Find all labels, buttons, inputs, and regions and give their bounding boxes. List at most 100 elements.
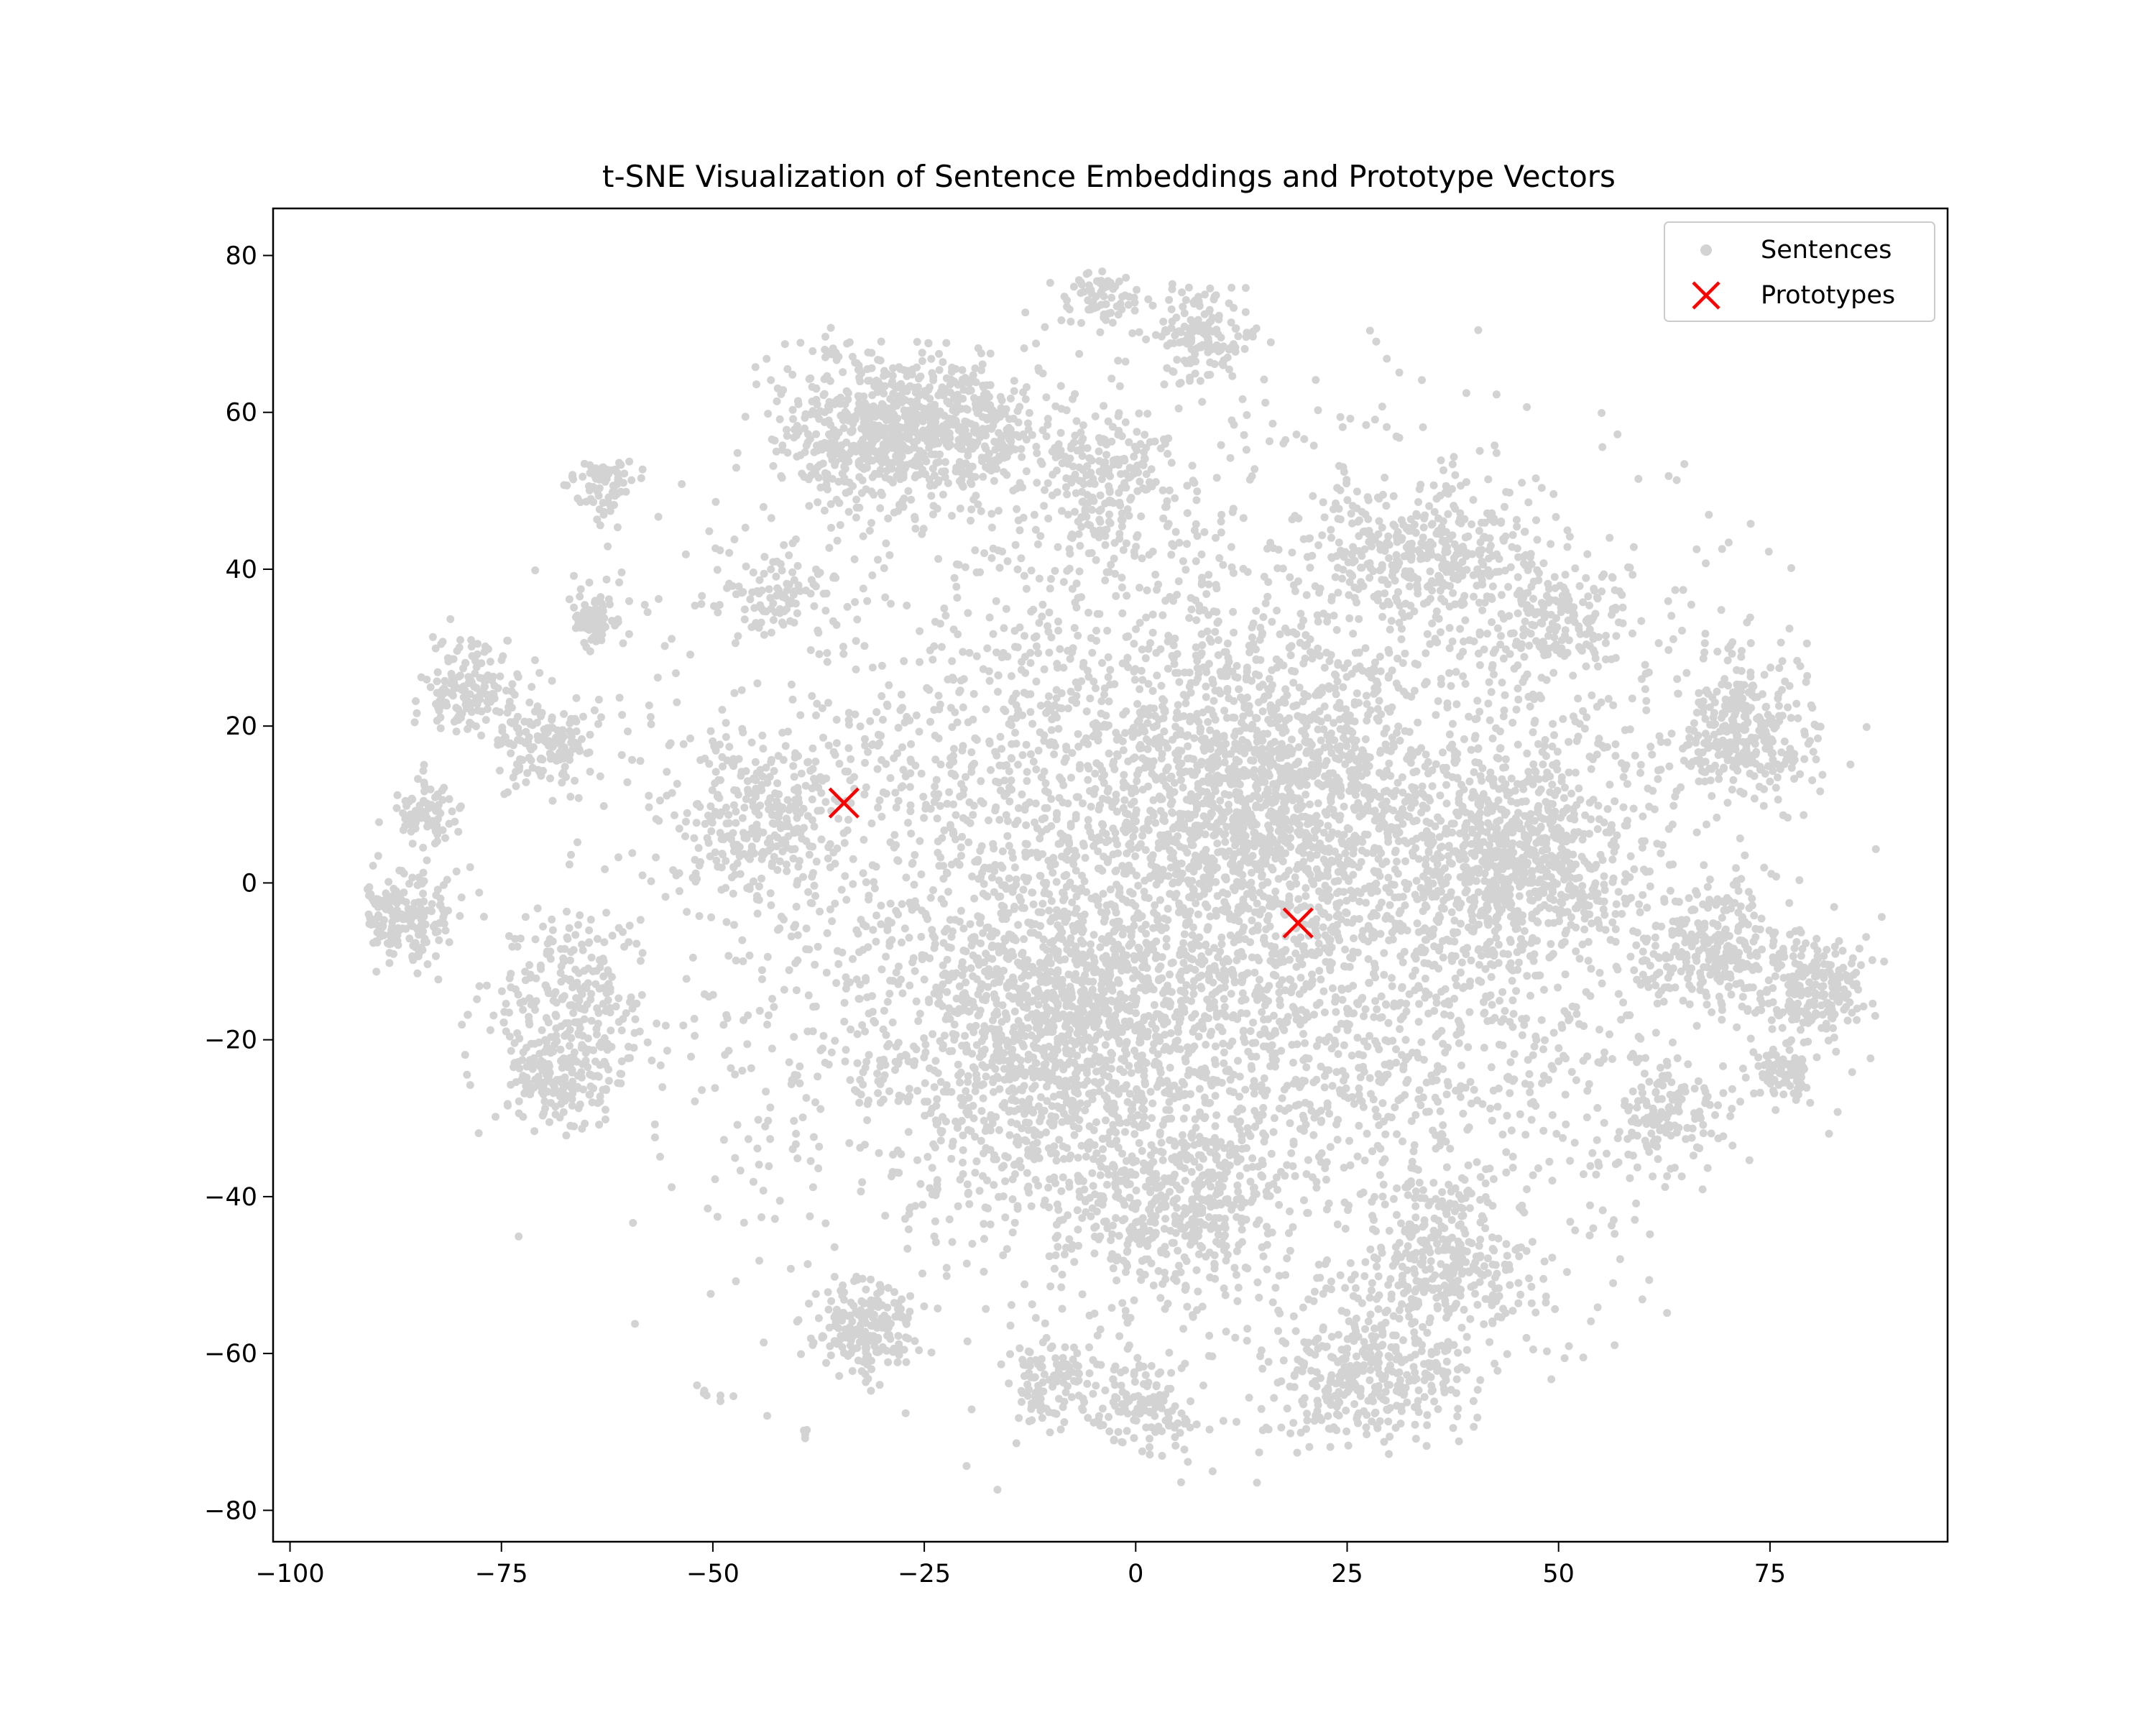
sentence-point [1848, 1068, 1856, 1077]
sentence-point [1645, 1276, 1654, 1284]
sentence-point [982, 1072, 990, 1081]
sentence-point [1091, 769, 1100, 778]
sentence-point [1131, 852, 1140, 860]
sentence-point [615, 694, 624, 702]
sentence-point [1043, 707, 1051, 716]
sentence-point [957, 676, 965, 685]
sentence-point [836, 521, 844, 529]
sentence-point [618, 711, 627, 719]
sentence-point [840, 839, 849, 847]
sentence-point [905, 1085, 913, 1093]
sentence-point [1212, 474, 1221, 482]
sentence-point [1575, 719, 1584, 728]
sentence-point [1617, 1016, 1626, 1024]
sentence-point [1866, 1054, 1875, 1062]
sentence-point [1250, 1107, 1259, 1116]
sentence-point [1060, 1250, 1069, 1259]
sentence-point [1027, 1202, 1036, 1210]
sentence-point [1121, 357, 1130, 366]
sentence-point [698, 1086, 706, 1095]
sentence-point [1010, 1218, 1019, 1227]
sentence-point [1442, 1090, 1451, 1099]
sentence-point [1026, 658, 1035, 667]
sentence-point [1445, 1000, 1453, 1009]
sentence-point [1636, 908, 1644, 916]
sentence-point [1382, 884, 1391, 892]
sentence-point [1026, 750, 1035, 758]
sentence-point [791, 535, 800, 543]
sentence-point [967, 1405, 976, 1414]
sentence-point [1252, 1052, 1261, 1061]
sentence-point [1446, 1011, 1455, 1020]
sentence-point [1214, 651, 1222, 659]
sentence-point [1054, 626, 1063, 635]
sentence-point [867, 819, 876, 828]
sentence-point [1114, 356, 1123, 365]
sentence-point [435, 936, 443, 944]
sentence-point [663, 1046, 671, 1055]
sentence-point [1339, 683, 1348, 691]
sentence-point [1622, 761, 1631, 770]
sentence-point [821, 798, 830, 806]
sentence-point [911, 525, 920, 533]
sentence-point [1302, 892, 1310, 901]
sentence-point [1312, 376, 1320, 385]
sentence-point [1643, 903, 1651, 912]
sentence-point [990, 888, 998, 896]
sentence-point [1295, 990, 1304, 998]
sentence-point [423, 856, 431, 865]
sentence-point [1600, 911, 1609, 919]
sentence-point [926, 646, 934, 655]
sentence-point [827, 1048, 836, 1057]
sentence-point [1571, 1226, 1580, 1235]
sentence-point [831, 860, 839, 868]
sentence-point [1346, 415, 1355, 423]
sentence-point [852, 665, 860, 673]
sentence-point [1387, 617, 1396, 625]
sentence-point [1571, 564, 1580, 573]
sentence-point [918, 1269, 926, 1278]
sentence-point [636, 757, 645, 765]
sentence-point [1687, 600, 1695, 609]
sentence-point [1264, 997, 1273, 1006]
sentence-point [796, 1079, 804, 1087]
sentence-point [1283, 1254, 1291, 1263]
sentence-point [1275, 1271, 1284, 1280]
sentence-point [1011, 728, 1019, 737]
sentence-point [1464, 1161, 1473, 1169]
sentence-point [1187, 1090, 1194, 1098]
sentence-point [920, 1302, 929, 1310]
sentence-point [1818, 770, 1827, 779]
sentence-point [1131, 902, 1140, 910]
sentence-point [1300, 1196, 1308, 1205]
sentence-point [1506, 936, 1514, 944]
sentence-point [1633, 1163, 1641, 1172]
sentence-point [1574, 732, 1583, 741]
sentence-point [1211, 1092, 1220, 1100]
sentence-point [1340, 888, 1348, 896]
sentence-point [1148, 770, 1156, 778]
sentence-point [964, 609, 972, 617]
sentence-point [1174, 404, 1183, 413]
sentence-point [1164, 904, 1172, 913]
sentence-point [707, 913, 716, 921]
sentence-point [1112, 1276, 1121, 1284]
sentence-point [1411, 986, 1419, 995]
sentence-point [932, 776, 941, 784]
sentence-point [1266, 338, 1275, 346]
sentence-point [993, 1486, 1002, 1494]
sentence-point [930, 1083, 939, 1091]
sentence-point [1390, 1002, 1398, 1011]
sentence-point [952, 582, 961, 591]
sentence-point [1566, 1218, 1575, 1226]
sentence-point [957, 843, 965, 852]
sentence-point [1388, 982, 1396, 990]
sentence-point [1271, 737, 1279, 746]
sentence-point [1230, 420, 1238, 429]
sentence-point [908, 859, 917, 867]
sentence-point [1362, 691, 1370, 700]
sentence-point [1104, 673, 1112, 681]
sentence-point [865, 1009, 873, 1018]
sentence-point [1290, 935, 1299, 944]
sentence-point [1598, 409, 1606, 418]
